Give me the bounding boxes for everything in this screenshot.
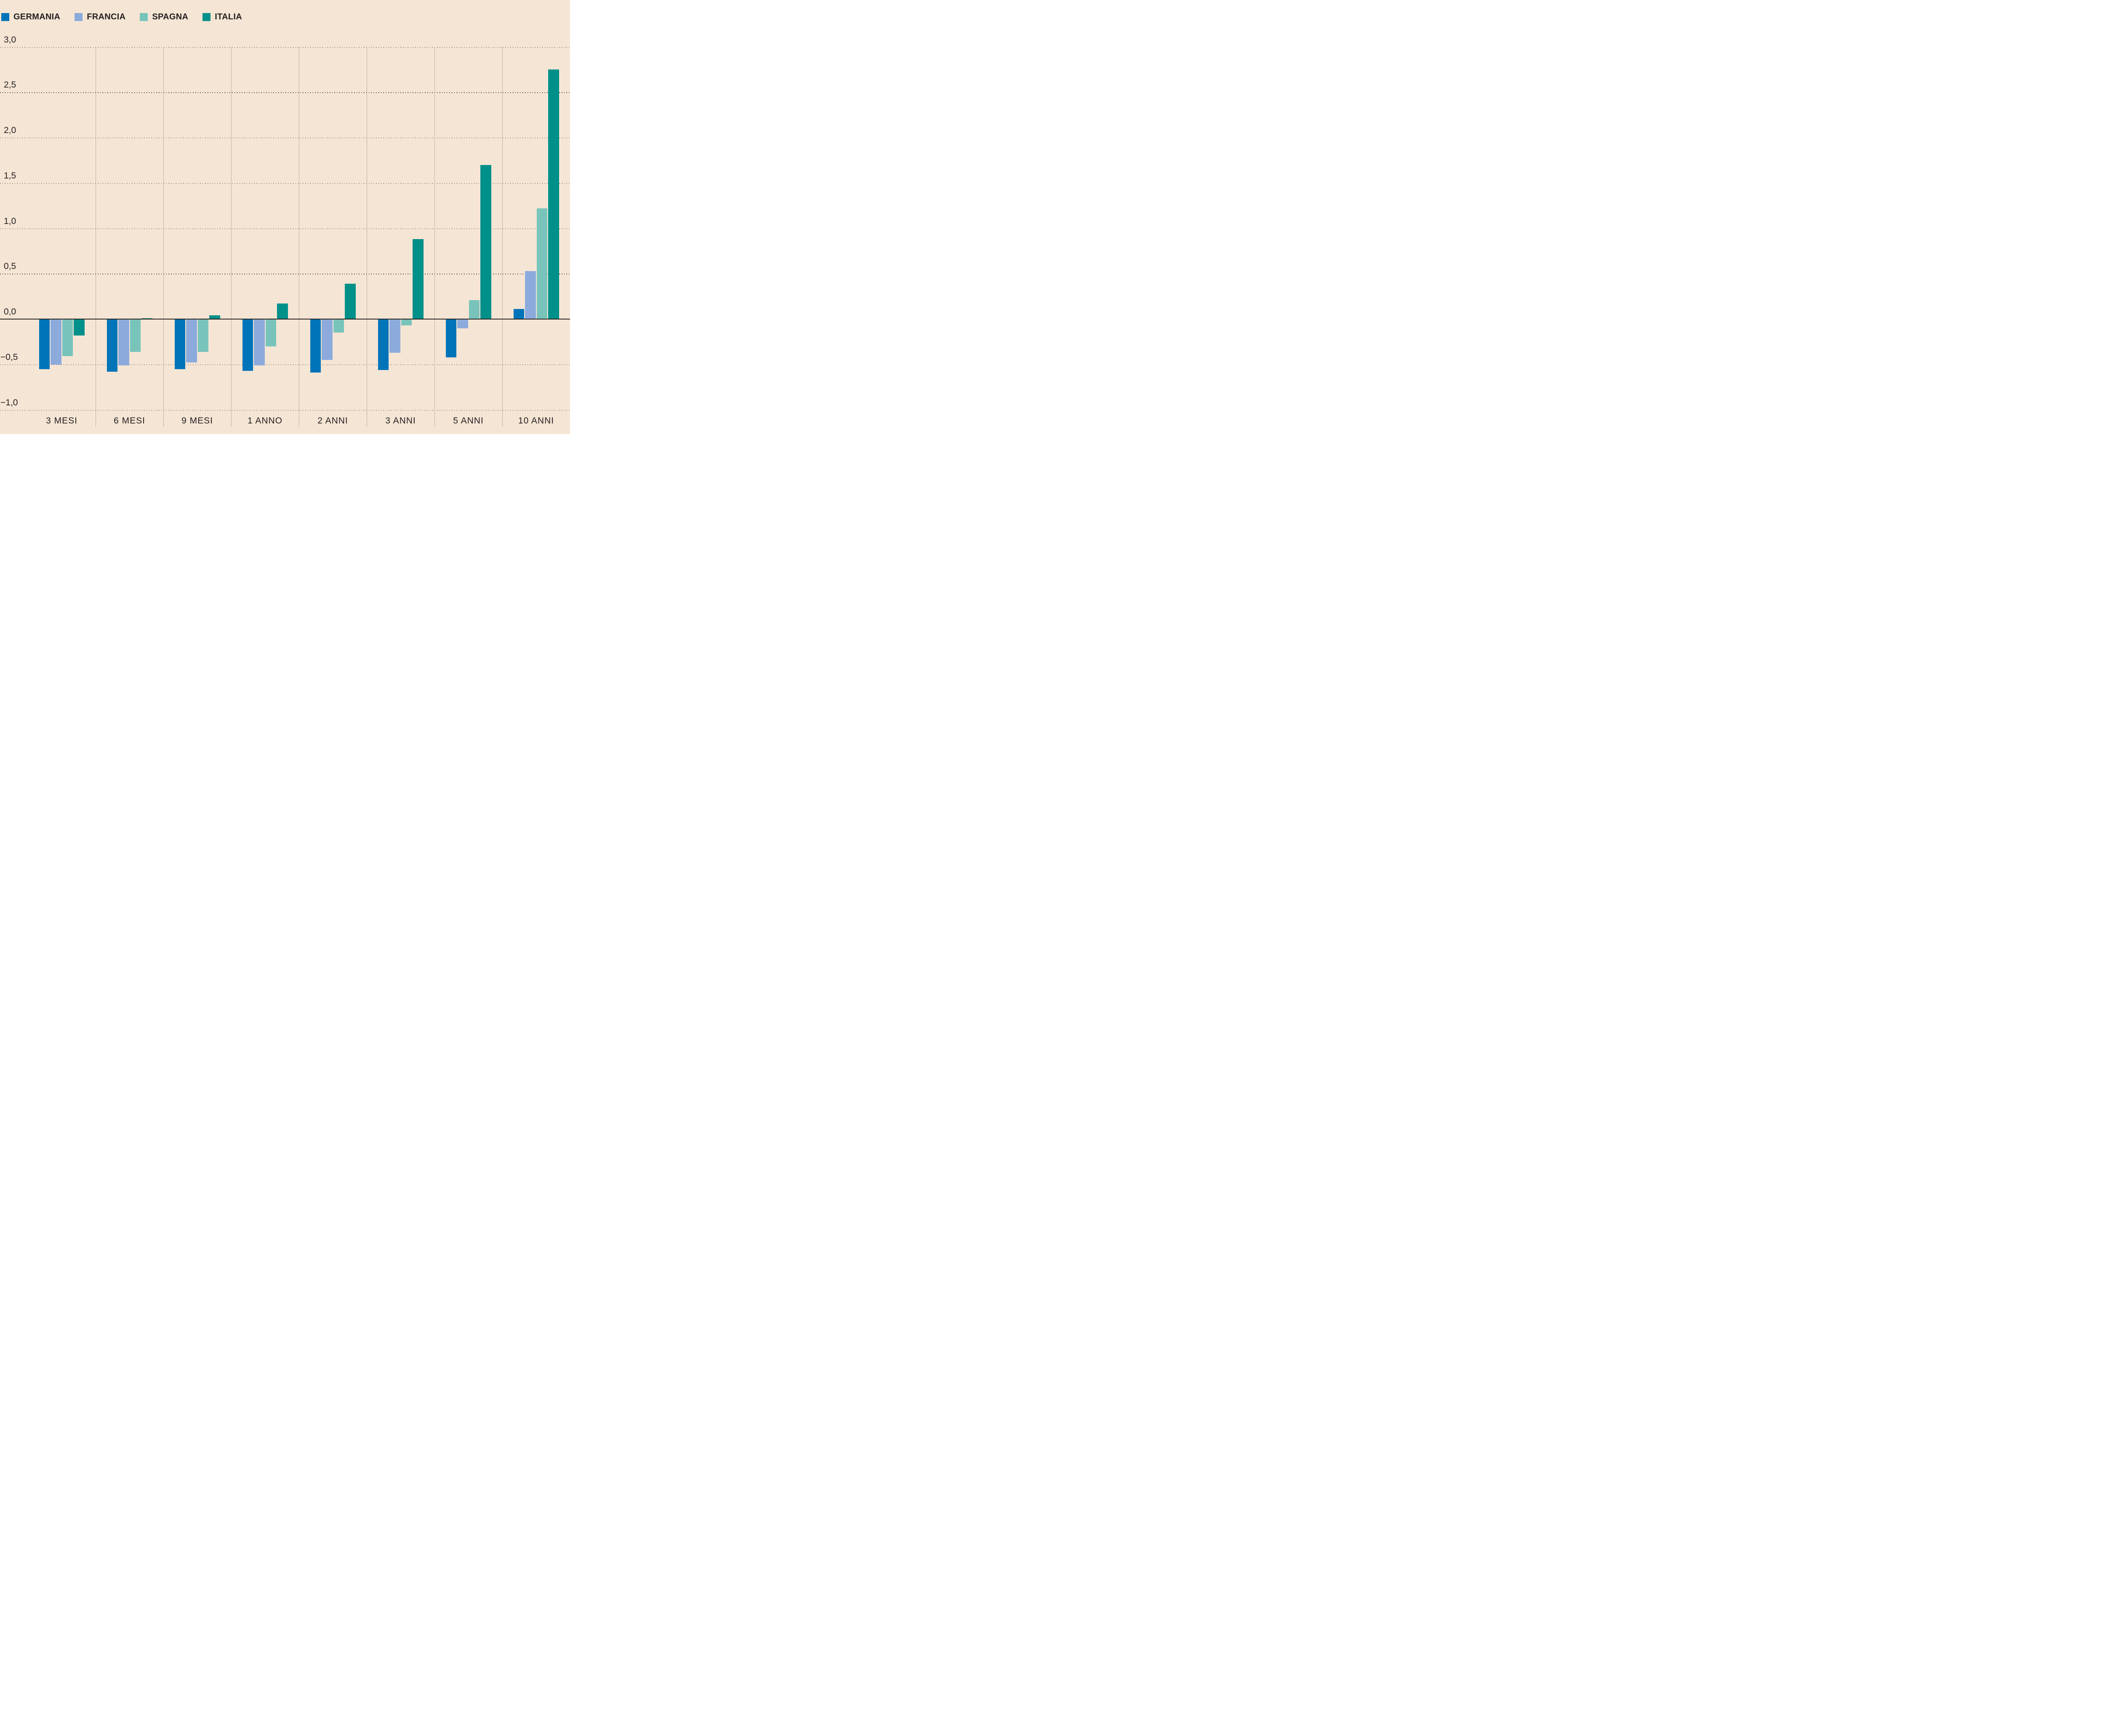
- legend: GERMANIA FRANCIA SPAGNA ITALIA: [1, 13, 242, 21]
- bar-germania-5-anni: [445, 319, 456, 357]
- bar-italia-1-anno: [277, 304, 288, 319]
- bar-spagna-3-mesi: [62, 319, 73, 357]
- legend-item-spagna: SPAGNA: [140, 13, 188, 21]
- bar-italia-2-anni: [345, 284, 356, 319]
- bar-italia-5-anni: [480, 165, 491, 319]
- x-axis-label-10-anni: 10 ANNI: [518, 416, 554, 426]
- legend-label: SPAGNA: [152, 12, 189, 21]
- bar-francia-3-anni: [389, 319, 400, 353]
- bar-spagna-3-anni: [401, 319, 412, 326]
- bar-germania-6-mesi: [107, 319, 117, 372]
- bar-italia-3-anni: [413, 239, 424, 319]
- panel-divider-3: [231, 47, 232, 427]
- bar-francia-9-mesi: [186, 319, 197, 363]
- bar-spagna-1-anno: [265, 319, 276, 346]
- y-tick-label-1-0: −1,0: [0, 397, 18, 407]
- bar-germania-10-anni: [513, 309, 524, 319]
- bar-italia-3-mesi: [74, 319, 85, 335]
- legend-label: FRANCIA: [87, 12, 126, 21]
- x-axis-label-9-mesi: 9 MESI: [181, 416, 213, 426]
- legend-item-italia: ITALIA: [203, 13, 242, 21]
- francia-swatch-icon: [75, 13, 83, 21]
- zero-axis-line: [0, 319, 570, 320]
- y-tick-label-0-5: 0,5: [4, 261, 16, 272]
- bond-yield-bar-chart: GERMANIA FRANCIA SPAGNA ITALIA 3,0 2,5 2,0 1,5…: [0, 0, 570, 434]
- x-axis-label-3-mesi: 3 MESI: [46, 416, 77, 426]
- bar-germania-2-anni: [310, 319, 321, 373]
- x-axis-label-3-anni: 3 ANNI: [385, 416, 416, 426]
- bar-italia-9-mesi: [209, 315, 220, 319]
- bar-italia-6-mesi: [141, 318, 152, 319]
- bar-spagna-5-anni: [469, 300, 480, 319]
- y-tick-label-0-5: −0,5: [0, 352, 18, 362]
- bar-germania-1-anno: [242, 319, 253, 371]
- x-axis-label-6-mesi: 6 MESI: [114, 416, 145, 426]
- bar-francia-5-anni: [457, 319, 468, 328]
- gridline-1-5: [0, 183, 570, 184]
- y-tick-label-2-0: 2,0: [4, 125, 16, 135]
- legend-label: GERMANIA: [13, 12, 61, 21]
- x-axis-label-1-anno: 1 ANNO: [247, 416, 283, 426]
- y-tick-label-1-5: 1,5: [4, 170, 16, 181]
- bar-francia-2-anni: [322, 319, 333, 360]
- y-tick-label-3-0: 3,0: [4, 35, 16, 45]
- y-tick-label-2-5: 2,5: [4, 80, 16, 90]
- bar-francia-6-mesi: [118, 319, 129, 365]
- x-axis-label-5-anni: 5 ANNI: [453, 416, 484, 426]
- panel-divider-6: [434, 47, 435, 427]
- bar-spagna-10-anni: [536, 208, 547, 319]
- bar-francia-10-anni: [525, 271, 536, 319]
- bar-germania-3-anni: [378, 319, 389, 370]
- spagna-swatch-icon: [140, 13, 148, 21]
- italia-swatch-icon: [203, 13, 211, 21]
- bar-spagna-2-anni: [333, 319, 344, 333]
- bar-francia-1-anno: [254, 319, 265, 365]
- bar-chart-plot: 3,0 2,5 2,0 1,5 1,0 0,5 0,0 −0,5 −1,0 3 MESI 6 MES…: [0, 0, 570, 434]
- gridline-3-0: [0, 47, 570, 48]
- legend-item-germania: GERMANIA: [1, 13, 60, 21]
- bar-germania-9-mesi: [174, 319, 185, 369]
- panel-divider-7: [502, 47, 503, 427]
- legend-label: ITALIA: [215, 12, 242, 21]
- bar-italia-10-anni: [548, 69, 559, 319]
- bar-spagna-6-mesi: [130, 319, 141, 352]
- panel-divider-2: [163, 47, 164, 427]
- legend-item-francia: FRANCIA: [75, 13, 125, 21]
- bar-francia-3-mesi: [51, 319, 61, 365]
- germania-swatch-icon: [1, 13, 9, 21]
- gridline-2-5: [0, 92, 570, 93]
- y-tick-label-1-0: 1,0: [4, 216, 16, 226]
- y-tick-label-0-0: 0,0: [4, 307, 16, 317]
- x-axis-label-2-anni: 2 ANNI: [317, 416, 348, 426]
- bar-spagna-9-mesi: [197, 319, 208, 352]
- bar-germania-3-mesi: [39, 319, 50, 369]
